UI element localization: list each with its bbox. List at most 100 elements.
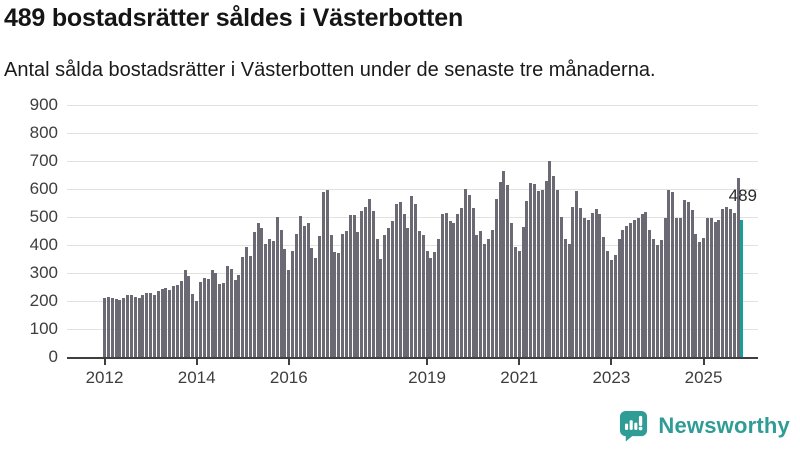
bar — [160, 289, 164, 357]
gridline-700 — [67, 161, 758, 162]
bar — [728, 208, 732, 357]
bar — [310, 247, 314, 357]
bar — [705, 218, 709, 357]
bar — [195, 301, 199, 357]
x-axis-tick — [103, 359, 106, 365]
bar — [629, 223, 633, 357]
bar — [252, 232, 256, 357]
bar — [391, 221, 394, 357]
bar — [510, 222, 514, 357]
bar — [625, 226, 629, 357]
brand-name: Newsworthy — [658, 413, 790, 438]
bar — [583, 218, 586, 357]
bar — [152, 294, 156, 357]
bar — [145, 293, 149, 357]
y-axis-label: 0 — [48, 347, 58, 366]
bar — [694, 233, 698, 357]
bar — [118, 299, 122, 357]
bar — [540, 189, 544, 357]
bar — [398, 201, 402, 357]
bar — [318, 236, 322, 357]
y-axis-label: 900 — [29, 95, 58, 114]
bar — [663, 218, 667, 357]
bar — [467, 195, 471, 357]
bar — [659, 239, 663, 357]
bar — [556, 190, 560, 357]
bar — [679, 218, 682, 357]
y-axis-label: 300 — [29, 263, 58, 282]
bar — [702, 238, 706, 357]
y-axis-label: 500 — [29, 207, 58, 226]
bar — [298, 215, 302, 357]
bar — [456, 214, 460, 357]
bar-highlighted — [740, 220, 744, 357]
bar — [394, 204, 398, 357]
bar — [483, 243, 487, 357]
bar — [736, 177, 740, 357]
bar — [348, 214, 352, 357]
bar — [233, 280, 237, 357]
bar — [264, 243, 268, 357]
bar — [122, 297, 126, 357]
bar — [214, 273, 218, 357]
bar — [517, 250, 521, 357]
x-axis-tick — [287, 359, 290, 365]
bar — [364, 207, 368, 357]
bar — [521, 227, 525, 357]
bar — [306, 223, 310, 357]
bar — [686, 201, 690, 357]
bar — [352, 214, 356, 357]
bar — [287, 270, 291, 357]
bar — [367, 198, 371, 357]
brand-footer: Newsworthy — [618, 410, 790, 442]
x-axis-tick — [702, 359, 705, 365]
bar — [571, 206, 575, 357]
bar — [544, 181, 548, 357]
bar — [387, 228, 391, 357]
y-axis-label: 700 — [29, 151, 58, 170]
bar — [110, 297, 114, 357]
bar — [567, 243, 571, 357]
bar — [471, 208, 475, 357]
bar — [291, 251, 295, 357]
bar — [202, 277, 206, 357]
bar — [210, 270, 214, 357]
bar — [268, 239, 272, 357]
bar — [302, 225, 306, 357]
bar — [563, 239, 567, 357]
bar — [609, 259, 613, 357]
x-axis-label: 2025 — [684, 368, 723, 387]
bar — [636, 218, 640, 357]
x-axis-label: 2021 — [500, 368, 539, 387]
bar — [168, 289, 172, 357]
bar — [114, 299, 118, 357]
gridline-900 — [67, 105, 758, 106]
bar — [222, 283, 226, 357]
page-title: 489 bostadsrätter såldes i Västerbotten — [4, 4, 464, 32]
bar — [237, 275, 241, 357]
bar — [199, 281, 202, 357]
bar — [709, 217, 713, 357]
bar — [283, 249, 287, 357]
bar — [552, 176, 556, 357]
bar — [506, 184, 510, 357]
bar — [698, 242, 702, 357]
bar — [732, 213, 736, 357]
bar — [640, 213, 644, 357]
bar — [129, 294, 133, 357]
bar — [260, 227, 264, 357]
bar — [502, 170, 506, 357]
bar — [644, 211, 648, 357]
bar — [632, 219, 636, 357]
bar — [126, 295, 130, 357]
bar — [279, 229, 283, 357]
bar — [410, 196, 414, 357]
bar — [425, 250, 429, 357]
bar — [475, 235, 479, 357]
bar — [133, 296, 137, 357]
bar — [337, 253, 341, 357]
bar — [248, 256, 252, 357]
bar — [594, 209, 598, 357]
